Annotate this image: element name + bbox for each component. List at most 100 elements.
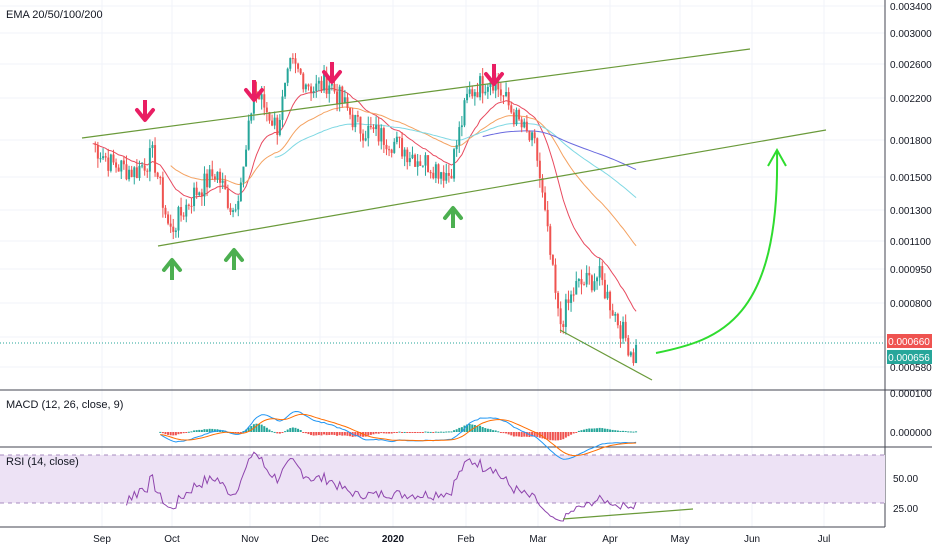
macd-histogram-bar [395, 432, 398, 433]
candle-body [252, 90, 255, 114]
candle-body [174, 230, 177, 232]
macd-histogram-bar [307, 432, 310, 435]
macd-histogram-bar [622, 430, 625, 432]
candle-body [445, 173, 448, 181]
candle-body [211, 169, 214, 177]
candle-body [247, 120, 250, 150]
macd-histogram-bar [310, 432, 313, 436]
macd-histogram-bar [281, 432, 284, 433]
candle-body [598, 266, 601, 278]
candle-body [120, 160, 123, 172]
candle-body [460, 125, 463, 128]
channel-lower-line[interactable] [157, 129, 827, 247]
macd-histogram-bar [398, 431, 401, 433]
candle-body [619, 325, 622, 339]
candle-body [546, 209, 549, 227]
macd-histogram-bar [616, 430, 619, 432]
macd-histogram-bar [484, 428, 487, 432]
macd-histogram-bar [317, 432, 320, 436]
macd-histogram-bar [336, 432, 339, 436]
candle-body [562, 324, 565, 327]
candle-body [333, 84, 336, 92]
macd-histogram-bar [403, 431, 406, 433]
macd-histogram-bar [505, 432, 508, 434]
candle-body [533, 132, 536, 139]
candle-body [549, 226, 552, 255]
macd-histogram-bar [598, 427, 601, 432]
macd-histogram-bar [203, 429, 206, 432]
candle-body [473, 92, 476, 97]
candle-body [198, 192, 201, 196]
rsi-divergence-line[interactable] [562, 508, 694, 520]
macd-histogram-bar [187, 431, 190, 433]
candle-body [401, 138, 404, 157]
candle-body [239, 182, 242, 202]
candle-body [310, 86, 313, 93]
candle-body [130, 169, 133, 178]
ema-lines [92, 87, 637, 312]
candle-body [606, 291, 609, 299]
candlesticks [94, 53, 638, 366]
macd-histogram-bar [200, 429, 203, 432]
price-tag-red: 0.000660 [888, 337, 930, 348]
price-tick-label: 0.003400 [890, 2, 932, 13]
macd-histogram-bar [177, 432, 180, 435]
projection-arrow-head-icon [767, 147, 787, 167]
macd-indicator-label[interactable]: MACD (12, 26, close, 9) [6, 399, 123, 411]
macd-histogram-bar [414, 432, 417, 433]
ema-indicator-label[interactable]: EMA 20/50/100/200 [6, 9, 103, 21]
macd-axis[interactable]: 0.000100 0.000000 [890, 389, 932, 439]
candle-body [107, 157, 110, 171]
macd-histogram-bar [619, 430, 622, 432]
candle-body [122, 160, 125, 165]
macd-tick-label: 0.000000 [890, 428, 932, 439]
candle-body [187, 204, 190, 206]
rsi-axis[interactable]: 50.00 25.00 [893, 474, 918, 515]
candle-body [302, 73, 305, 90]
macd-histogram-bar [434, 431, 437, 433]
macd-histogram-bar [624, 431, 627, 433]
price-axis[interactable]: 0.003400 0.003000 0.002600 0.002200 0.001800… [890, 2, 932, 374]
macd-histogram-bar [572, 432, 575, 434]
macd-histogram-bar [507, 432, 510, 435]
candle-body [593, 281, 596, 291]
candle-body [304, 84, 307, 90]
falling-wedge-top-line[interactable] [559, 329, 653, 381]
candle-body [382, 128, 385, 145]
candle-body [146, 170, 149, 172]
candle-body [242, 166, 245, 183]
macd-histogram-bar [286, 429, 289, 432]
candle-body [502, 95, 505, 97]
macd-histogram-bar [460, 427, 463, 432]
candle-body [128, 169, 131, 180]
macd-histogram-bar [562, 432, 565, 440]
candle-body [458, 127, 461, 146]
macd-histogram-bar [239, 432, 242, 433]
macd-histogram-bar [427, 431, 430, 433]
candle-body [424, 155, 427, 166]
candle-body [94, 143, 97, 145]
projection-arrow-curve[interactable] [655, 151, 779, 354]
candle-body [377, 125, 380, 142]
candle-body [398, 136, 401, 139]
macd-histogram-bar [468, 423, 471, 432]
candle-body [317, 80, 320, 84]
rsi-indicator-label[interactable]: RSI (14, close) [6, 456, 79, 468]
ema-50-line [170, 106, 637, 247]
candle-body [497, 81, 500, 90]
macd-histogram-bar [515, 432, 518, 437]
candle-body [609, 291, 612, 311]
macd-histogram-bar [523, 432, 526, 437]
price-tick-label: 0.000800 [890, 299, 932, 310]
candle-body [523, 121, 526, 128]
macd-histogram-bar [570, 432, 573, 435]
time-axis[interactable]: Sep Oct Nov Dec 2020 Feb Mar Apr May Jun Jul [93, 534, 830, 545]
candle-body [289, 58, 292, 69]
channel-upper-line[interactable] [81, 48, 751, 139]
macd-histogram-bar [263, 426, 266, 432]
candle-body [115, 162, 118, 168]
candle-body [164, 207, 167, 215]
candle-body [141, 165, 144, 167]
candle-body [427, 155, 430, 173]
